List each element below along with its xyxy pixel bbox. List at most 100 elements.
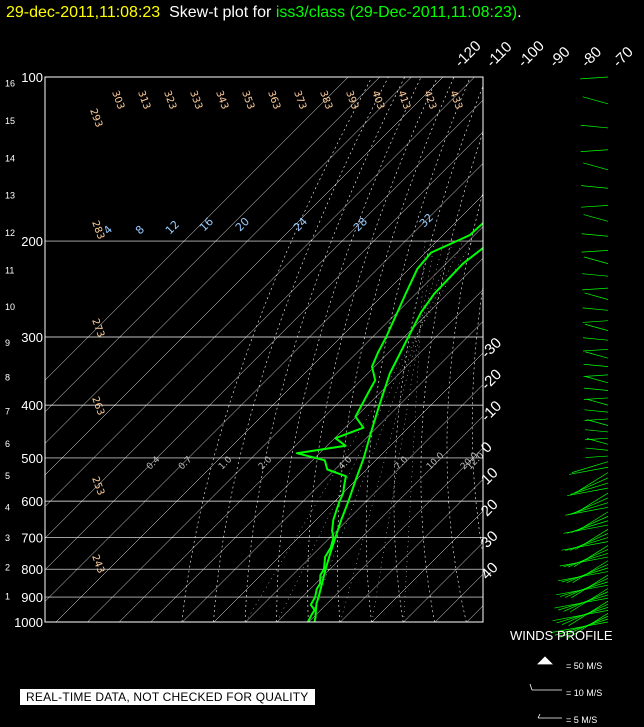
wind-legend-10: = 10 M/S bbox=[566, 688, 603, 698]
thetae-label: 0.4 bbox=[145, 455, 162, 472]
plot-frame bbox=[44, 76, 484, 623]
height-tick-label: 9 bbox=[5, 338, 10, 348]
isotherm-line bbox=[308, 447, 483, 622]
dry-adiabat-line bbox=[471, 284, 483, 556]
wind-barb bbox=[584, 429, 609, 433]
theta-label: 273 bbox=[89, 317, 106, 339]
mixing-ratio-label: 16 bbox=[197, 215, 216, 234]
wind-barb bbox=[566, 564, 609, 584]
wind-barb bbox=[563, 552, 609, 568]
wind-barb bbox=[585, 455, 609, 458]
pressure-tick-label: 700 bbox=[21, 531, 43, 546]
dry-adiabat-line bbox=[337, 77, 455, 622]
isotherm-line bbox=[245, 384, 483, 622]
wind-barb bbox=[571, 461, 609, 473]
wind-barb bbox=[585, 351, 609, 359]
wind-barb bbox=[583, 214, 609, 222]
theta-label: 393 bbox=[343, 89, 360, 111]
theta-label: 433 bbox=[447, 89, 464, 111]
wind-barb bbox=[559, 556, 609, 567]
wind-legend-50: = 50 M/S bbox=[566, 661, 603, 671]
wind-barb bbox=[580, 76, 609, 80]
pressure-tick-label: 100 bbox=[21, 70, 43, 85]
wind-barb bbox=[583, 256, 609, 264]
title-date: 29-dec-2011,11:08:23 bbox=[6, 4, 161, 21]
thetae-label: 7.0 bbox=[393, 455, 410, 472]
dry-adiabat-line bbox=[446, 191, 483, 622]
temperature-top-label: -80 bbox=[578, 43, 605, 70]
isotherm-line bbox=[45, 77, 412, 444]
height-tick-label: 16 bbox=[5, 79, 15, 89]
theta-label: 313 bbox=[135, 89, 152, 111]
mixing-ratio-label: 24 bbox=[291, 215, 310, 234]
wind-barb bbox=[583, 162, 609, 171]
theta-label: 383 bbox=[317, 89, 334, 111]
pressure-tick-label: 400 bbox=[21, 398, 43, 413]
wind-barb bbox=[579, 472, 609, 491]
theta-label: 243 bbox=[89, 553, 106, 575]
theta-label: 333 bbox=[187, 89, 204, 111]
theta-label: 373 bbox=[291, 89, 308, 111]
temperature-right-label: 20 bbox=[478, 496, 502, 520]
temperature-profile bbox=[313, 246, 483, 622]
title-text: Skew-t plot for bbox=[169, 4, 272, 21]
wind-barb bbox=[582, 287, 609, 291]
wind-barb bbox=[554, 597, 609, 609]
wind-barb bbox=[585, 376, 609, 384]
temperature-top-label: -110 bbox=[483, 38, 515, 70]
temperature-top-label: -70 bbox=[609, 43, 636, 70]
wind-barb bbox=[582, 273, 609, 277]
wind-barb bbox=[561, 541, 609, 551]
wind-barb bbox=[572, 497, 609, 514]
height-tick-label: 2 bbox=[5, 563, 10, 573]
pressure-tick-label: 1000 bbox=[14, 615, 43, 630]
wind-barb bbox=[586, 438, 609, 445]
wind-barb bbox=[580, 124, 609, 129]
theta-label: 253 bbox=[89, 475, 106, 497]
wind-barb bbox=[563, 524, 609, 534]
theta-label: 293 bbox=[87, 107, 104, 129]
height-tick-label: 4 bbox=[5, 502, 10, 512]
wind-barb bbox=[583, 374, 609, 377]
theta-label: 343 bbox=[213, 89, 230, 111]
quality-warning: REAL-TIME DATA, NOT CHECKED FOR QUALITY bbox=[20, 689, 315, 705]
isotherm-line bbox=[277, 415, 483, 622]
wind-barb bbox=[583, 348, 609, 352]
wind-barb bbox=[568, 466, 609, 475]
theta-label: 403 bbox=[369, 89, 386, 111]
wind-legend-10-glyph bbox=[529, 683, 562, 691]
temperature-top-label: -90 bbox=[546, 43, 573, 70]
wind-legend-5: = 5 M/S bbox=[566, 715, 598, 725]
pressure-tick-label: 800 bbox=[21, 562, 43, 577]
height-tick-label: 6 bbox=[5, 439, 10, 449]
dry-adiabat-line bbox=[630, 77, 644, 622]
dry-adiabat-line bbox=[307, 77, 438, 622]
wind-barb bbox=[584, 409, 609, 413]
dewpoint-profile bbox=[295, 221, 483, 622]
wind-barb bbox=[574, 477, 609, 494]
pressure-tick-label: 500 bbox=[21, 451, 43, 466]
dry-adiabat-line bbox=[610, 77, 644, 622]
dry-adiabat-line bbox=[181, 77, 373, 622]
wind-barb bbox=[550, 621, 609, 633]
wind-barb bbox=[570, 482, 609, 495]
wind-barb bbox=[557, 571, 609, 582]
plot-area bbox=[45, 77, 644, 622]
dry-adiabat-line bbox=[420, 131, 483, 622]
height-tick-label: 1 bbox=[5, 592, 10, 602]
mixing-ratio-label: 8 bbox=[133, 223, 147, 237]
isotherm-line bbox=[45, 131, 483, 571]
plot-title: 29-dec-2011,11:08:23 Skew-t plot for iss… bbox=[6, 4, 522, 22]
wind-barb bbox=[561, 567, 609, 583]
temperature-top-label: -120 bbox=[451, 38, 484, 71]
thetae-label: 10.0 bbox=[425, 451, 446, 472]
dry-adiabat-line bbox=[213, 77, 389, 622]
wind-barb bbox=[572, 560, 609, 584]
wind-barb bbox=[575, 529, 609, 550]
pressure-tick-label: 300 bbox=[21, 330, 43, 345]
moist-adiabat-line bbox=[276, 240, 464, 622]
isotherm-line bbox=[45, 77, 349, 381]
dry-adiabat-line bbox=[566, 77, 624, 622]
dry-adiabat-line bbox=[393, 85, 483, 622]
isotherm-line bbox=[45, 77, 475, 507]
